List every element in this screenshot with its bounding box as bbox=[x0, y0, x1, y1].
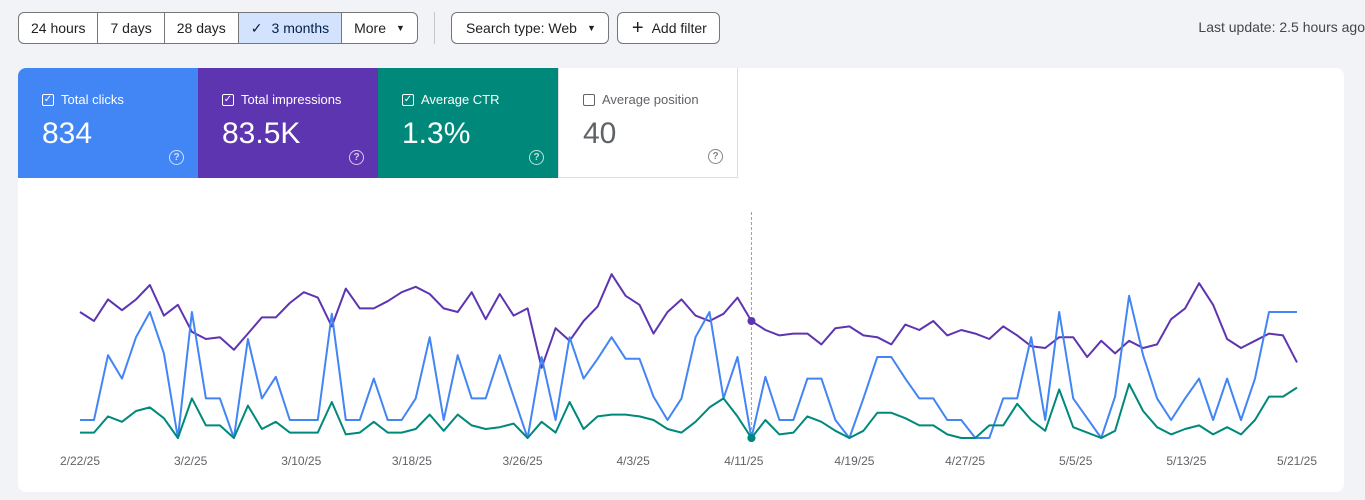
x-tick-label: 4/11/25 bbox=[724, 454, 763, 468]
performance-line-chart[interactable]: 2/22/25 3/2/25 3/10/25 3/18/25 3/26/25 4/3/25… bbox=[18, 188, 1344, 492]
metric-label-row: Average position bbox=[583, 92, 737, 107]
x-tick-label: 5/13/25 bbox=[1166, 454, 1206, 468]
x-tick-label: 5/5/25 bbox=[1059, 454, 1093, 468]
help-icon[interactable]: ? bbox=[708, 149, 723, 164]
x-tick-label: 4/27/25 bbox=[945, 454, 985, 468]
help-icon[interactable]: ? bbox=[349, 150, 364, 165]
hover-point-2 bbox=[747, 434, 756, 442]
metric-label: Average position bbox=[602, 92, 699, 107]
date-range-selector: 24 hours 7 days 28 days ✓ 3 months More … bbox=[18, 12, 418, 44]
caret-down-icon: ▼ bbox=[396, 23, 405, 33]
range-24-hours[interactable]: 24 hours bbox=[19, 13, 99, 43]
hover-point-0 bbox=[747, 317, 756, 325]
help-icon[interactable]: ? bbox=[169, 150, 184, 165]
x-tick-label: 5/21/25 bbox=[1277, 454, 1317, 468]
range-3-months-label: 3 months bbox=[271, 20, 330, 36]
metric-label: Average CTR bbox=[421, 92, 500, 107]
x-tick-label: 2/22/25 bbox=[60, 454, 100, 468]
plus-icon: + bbox=[631, 17, 644, 39]
x-tick-label: 4/19/25 bbox=[834, 454, 874, 468]
metric-average-ctr[interactable]: ✓ Average CTR 1.3% ? bbox=[378, 68, 558, 178]
caret-down-icon: ▼ bbox=[586, 23, 596, 33]
checkbox-checked-icon[interactable]: ✓ bbox=[42, 93, 54, 106]
metric-total-clicks[interactable]: ✓ Total clicks 834 ? bbox=[18, 68, 198, 178]
metric-average-position[interactable]: Average position 40 ? bbox=[558, 68, 738, 178]
last-update-text: Last update: 2.5 hours ago bbox=[1198, 19, 1365, 35]
range-more-dropdown[interactable]: More ▼ bbox=[342, 13, 417, 43]
metric-value: 40 bbox=[583, 117, 617, 150]
metric-label-row: ✓ Total impressions bbox=[222, 92, 378, 107]
metric-tiles: ✓ Total clicks 834 ? ✓ Total impressions… bbox=[18, 68, 1344, 178]
metric-label-row: ✓ Average CTR bbox=[402, 92, 558, 107]
divider bbox=[433, 12, 435, 44]
search-type-label: Search type: Web bbox=[465, 20, 577, 36]
metric-label: Total impressions bbox=[241, 92, 342, 107]
x-tick-label: 3/2/25 bbox=[174, 454, 208, 468]
range-28-days[interactable]: 28 days bbox=[165, 13, 239, 43]
checkmark-icon: ✓ bbox=[250, 19, 263, 36]
x-tick-label: 3/18/25 bbox=[392, 454, 432, 468]
range-more-label: More bbox=[354, 20, 387, 36]
x-tick-label: 3/10/25 bbox=[281, 454, 321, 468]
performance-card: ✓ Total clicks 834 ? ✓ Total impressions… bbox=[18, 68, 1344, 492]
add-filter-label: Add filter bbox=[651, 20, 707, 36]
add-filter-button[interactable]: + Add filter bbox=[616, 12, 720, 44]
toolbar: 24 hours 7 days 28 days ✓ 3 months More … bbox=[18, 12, 720, 44]
help-icon[interactable]: ? bbox=[529, 150, 544, 165]
metric-value: 83.5K bbox=[222, 117, 301, 150]
checkbox-unchecked-icon[interactable] bbox=[583, 93, 595, 106]
series-line-1 bbox=[80, 294, 1297, 439]
checkbox-checked-icon[interactable]: ✓ bbox=[402, 93, 414, 106]
search-type-dropdown[interactable]: Search type: Web ▼ bbox=[450, 12, 609, 44]
x-tick-label: 3/26/25 bbox=[503, 454, 543, 468]
checkbox-checked-icon[interactable]: ✓ bbox=[222, 93, 234, 106]
series-line-2 bbox=[80, 383, 1298, 439]
metric-total-impressions[interactable]: ✓ Total impressions 83.5K ? bbox=[198, 68, 378, 178]
metric-label-row: ✓ Total clicks bbox=[42, 92, 198, 107]
range-7-days[interactable]: 7 days bbox=[98, 13, 165, 43]
metric-value: 834 bbox=[42, 117, 93, 150]
metric-label: Total clicks bbox=[61, 92, 124, 107]
range-3-months[interactable]: ✓ 3 months bbox=[238, 13, 343, 43]
series-line-0 bbox=[79, 273, 1298, 369]
metric-value: 1.3% bbox=[402, 117, 471, 150]
x-tick-label: 4/3/25 bbox=[616, 454, 650, 468]
